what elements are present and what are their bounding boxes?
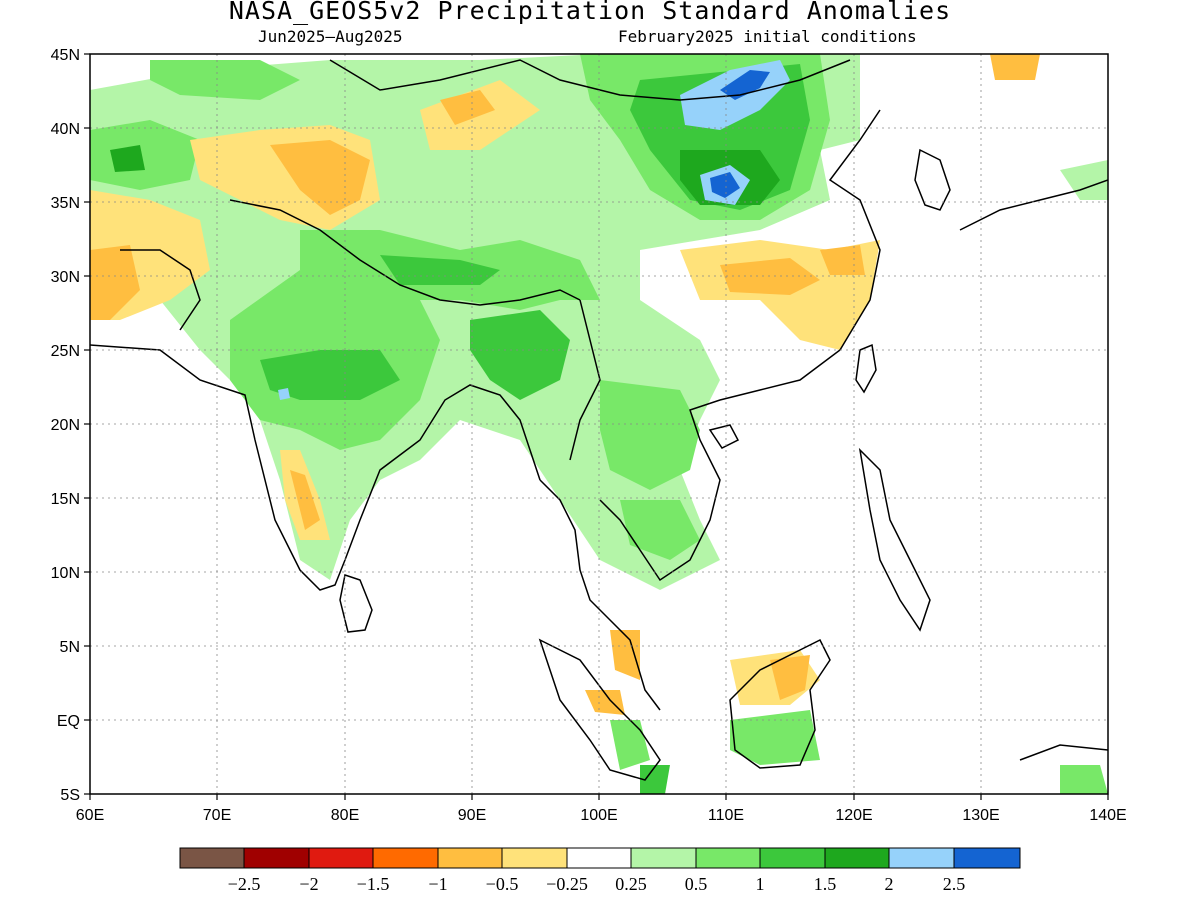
- gridlines: [90, 54, 1108, 794]
- tibet-wet-core: [380, 255, 500, 285]
- lat-label: 5S: [60, 787, 80, 804]
- central-asia-wet: [90, 120, 200, 190]
- colorbar-label: 0.25: [615, 874, 647, 894]
- lat-label: 45N: [51, 47, 80, 64]
- lat-label: 35N: [51, 195, 80, 212]
- philippines-coast: [858, 447, 931, 632]
- lon-label: 60E: [76, 807, 104, 824]
- colorbar-label: 0.5: [685, 874, 708, 894]
- border-himalaya: [229, 199, 581, 306]
- chart-title: NASA_GEOS5v2 Precipitation Standard Anom…: [228, 0, 952, 25]
- ticks: [84, 53, 1109, 800]
- colorbar-swatch: [309, 848, 373, 868]
- indochina-coast: [539, 479, 661, 711]
- colorbar-swatch: [631, 848, 696, 868]
- anomaly-fields: [90, 54, 1108, 794]
- sumatra-dry: [585, 690, 625, 715]
- coastlines: [90, 59, 1108, 781]
- lon-label: 110E: [708, 807, 744, 824]
- lon-label: 100E: [580, 807, 617, 824]
- far-east-dry: [990, 54, 1040, 80]
- sri-lanka: [339, 574, 373, 633]
- borneo-dry-core: [770, 655, 810, 700]
- gulf-thailand-coast: [599, 109, 881, 582]
- border-iran: [120, 249, 201, 331]
- north-china-wet-core-2: [710, 172, 740, 198]
- west-china-dry-core: [440, 90, 495, 125]
- pakistan-afghan-dry-core: [270, 140, 370, 215]
- colorbar-label: −2.5: [228, 874, 261, 894]
- colorbar-label: 2: [885, 874, 894, 894]
- colorbar-labels: −2.5 −2 −1.5 −1 −0.5 −0.25 0.25 0.5 1 1.…: [228, 874, 966, 894]
- north-edge-wet: [150, 60, 300, 100]
- north-china-wet-core: [720, 70, 770, 100]
- borneo-wet: [730, 710, 820, 765]
- sumatra-wet: [610, 720, 650, 770]
- colorbar-label: −1: [428, 874, 447, 894]
- colorbar-swatch: [825, 848, 889, 868]
- colorbar-label: −0.5: [486, 874, 519, 894]
- taiwan: [855, 343, 877, 394]
- lon-label: 130E: [962, 807, 999, 824]
- new-guinea-coast: [1019, 744, 1108, 761]
- lat-label: 20N: [51, 417, 80, 434]
- bengal-wet: [470, 310, 570, 400]
- colorbar-swatch: [696, 848, 760, 868]
- japan-coast: [959, 179, 1108, 231]
- border-myanmar: [569, 299, 601, 461]
- sumatra-coast: [538, 638, 661, 781]
- lat-label: 10N: [51, 565, 80, 582]
- lat-label: 15N: [51, 491, 80, 508]
- colorbar-swatch: [567, 848, 631, 868]
- iran-dry-core: [90, 245, 140, 320]
- colorbar-outline: [179, 847, 1021, 869]
- cambodia-wet: [620, 500, 700, 560]
- colorbar-label: −0.25: [546, 874, 588, 894]
- central-asia-wet-core: [110, 145, 145, 172]
- indochina-wet: [600, 380, 700, 490]
- colorbar-label: 1.5: [814, 874, 837, 894]
- colorbar-swatch: [502, 848, 567, 868]
- lon-label: 120E: [835, 807, 872, 824]
- colorbar-label: −1.5: [357, 874, 390, 894]
- lat-label: 40N: [51, 121, 80, 138]
- colorbar-swatch: [954, 848, 1020, 868]
- colorbar: −2.5 −2 −1.5 −1 −0.5 −0.25 0.25 0.5 1 1.…: [179, 847, 1021, 894]
- colorbar-label: −2: [299, 874, 318, 894]
- lon-label: 70E: [203, 807, 231, 824]
- initial-conditions: February2025 initial conditions: [618, 27, 917, 46]
- lon-label: 90E: [458, 807, 486, 824]
- colorbar-swatch: [760, 848, 825, 868]
- malaya-dry: [610, 630, 640, 680]
- lat-labels: 45N 40N 35N 30N 25N 20N 15N 10N 5N EQ 5S: [51, 47, 80, 804]
- lon-label: 80E: [331, 807, 359, 824]
- west-ghats-dry-core: [290, 470, 320, 530]
- borneo-coast: [729, 638, 831, 769]
- newguinea-wet: [1060, 765, 1108, 794]
- forecast-period: Jun2025–Aug2025: [258, 27, 403, 46]
- colorbar-label: 2.5: [943, 874, 966, 894]
- colorbar-label: 1: [756, 874, 765, 894]
- lat-label: 5N: [60, 639, 80, 656]
- border-china-north: [329, 59, 851, 101]
- colorbar-swatch: [180, 848, 244, 868]
- central-india-wet-core: [260, 350, 400, 400]
- india-wet-peak: [278, 388, 290, 400]
- java-wet: [640, 765, 670, 794]
- lat-label: EQ: [57, 713, 80, 730]
- lat-label: 30N: [51, 269, 80, 286]
- colorbar-swatch: [373, 848, 438, 868]
- hainan: [708, 424, 740, 449]
- colorbar-border: [179, 847, 1021, 869]
- korea-coast: [914, 148, 951, 211]
- colorbar-swatch: [438, 848, 502, 868]
- colorbar-swatch: [244, 848, 309, 868]
- korea-japan-wet: [1060, 160, 1108, 200]
- lat-label: 25N: [51, 343, 80, 360]
- yangtze-dry-core: [720, 258, 820, 295]
- colorbar-swatch: [889, 848, 954, 868]
- lon-labels: 60E 70E 80E 90E 100E 110E 120E 130E 140E: [76, 807, 1127, 824]
- lon-label: 140E: [1089, 807, 1126, 824]
